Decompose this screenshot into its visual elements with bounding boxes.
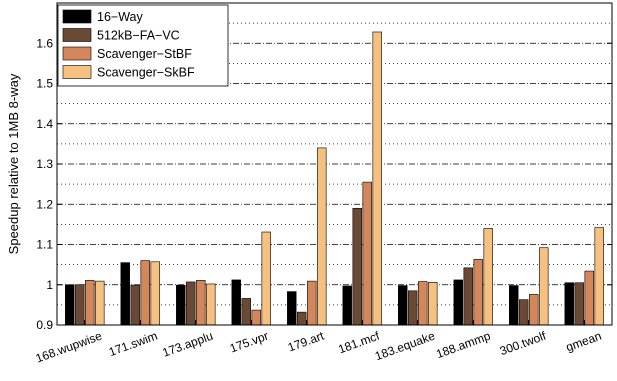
y-tick-label: 1.6 (36, 36, 53, 50)
bar (473, 259, 483, 326)
x-tick-label: 179.art (286, 328, 327, 354)
x-tick-label: 171.swim (107, 329, 159, 359)
bar (584, 270, 594, 326)
x-tick-label: 300.twolf (498, 328, 549, 358)
bar (251, 309, 261, 326)
bar (196, 280, 206, 326)
bar (317, 147, 327, 326)
bar (564, 282, 574, 326)
x-tick-label: 173.applu (160, 329, 214, 360)
bar (453, 279, 463, 326)
bar (594, 227, 604, 326)
legend-swatch (62, 9, 92, 24)
legend-swatch (62, 46, 92, 61)
y-tick-label: 1.5 (36, 77, 53, 91)
bar (342, 285, 352, 326)
legend-label: Scavenger−SkBF (97, 66, 195, 80)
x-axis: 168.wupwise 171.swim 173.applu 175.vpr 179.a… (34, 320, 603, 366)
x-tick-label: 168.wupwise (34, 329, 104, 366)
bar (297, 311, 307, 326)
legend: 16−Way 512kB−FA−VC Scavenger−StBF Scavenger… (57, 4, 229, 87)
bar (206, 283, 216, 326)
bar (287, 291, 297, 326)
y-tick-label: 0.9 (36, 318, 53, 332)
x-tick-label: 175.vpr (228, 329, 270, 356)
y-axis-label: Speedup relative to 1MB 8-way (6, 73, 21, 254)
bar (75, 284, 85, 326)
bar (418, 281, 428, 326)
bar (362, 181, 372, 326)
legend-label: Scavenger−StBF (97, 47, 192, 61)
bar (463, 267, 473, 326)
x-tick-label: 183.equake (373, 329, 437, 364)
bar (140, 260, 150, 326)
bar (130, 284, 140, 326)
y-axis: 0.9 1 1.1 1.2 1.3 1.4 1.5 1.6 (36, 36, 612, 332)
bar (85, 280, 95, 326)
bar (539, 247, 549, 326)
bar (150, 261, 160, 326)
legend-label: 512kB−FA−VC (97, 29, 180, 43)
y-tick-label: 1.3 (36, 157, 53, 171)
legend-label: 16−Way (97, 10, 143, 24)
bar (65, 284, 75, 326)
bar (398, 285, 408, 326)
bar (307, 280, 317, 326)
bar (372, 31, 382, 326)
y-tick-label: 1.2 (36, 197, 53, 211)
bar (483, 228, 493, 326)
bar (176, 284, 186, 326)
bar (519, 299, 529, 326)
bar (95, 280, 105, 326)
bar (574, 282, 584, 326)
bar (428, 282, 438, 326)
legend-swatch (62, 28, 92, 42)
bar (408, 290, 418, 326)
bar (120, 262, 130, 326)
y-tick-label: 1 (46, 278, 53, 292)
bar (261, 231, 271, 326)
bar (509, 285, 519, 326)
legend-swatch (62, 65, 92, 79)
x-tick-label: gmean (564, 329, 603, 355)
x-tick-label: 188.ammp (434, 329, 492, 362)
y-tick-label: 1.4 (36, 117, 53, 131)
y-tick-label: 1.1 (36, 238, 53, 252)
bar (529, 294, 539, 326)
bar (241, 298, 251, 326)
bar (186, 281, 196, 326)
bar (231, 279, 241, 326)
bar (352, 207, 362, 326)
